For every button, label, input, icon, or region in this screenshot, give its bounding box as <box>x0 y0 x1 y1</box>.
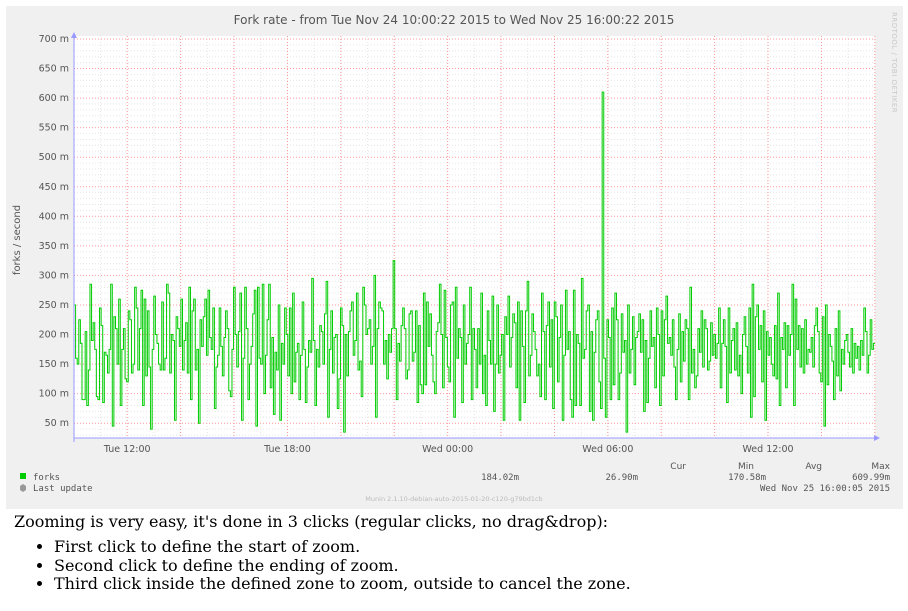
y-tick-label: 250 m <box>39 300 69 311</box>
axes <box>71 32 880 442</box>
y-tick-label: 450 m <box>39 182 69 193</box>
zoom-step-1: First click to define the start of zoom. <box>54 537 904 557</box>
forks-legend-label: forks <box>33 473 60 483</box>
y-tick-label: 400 m <box>39 211 69 222</box>
y-tick-labels: 50 m 100 m 150 m 200 m 250 m 300 m 350 m 400 m 4… <box>39 34 69 429</box>
x-tick-label: Tue 12:00 <box>103 444 151 455</box>
last-update-label: Last update <box>33 484 93 494</box>
zoom-step-3: Third click inside the defined zone to z… <box>54 574 904 594</box>
legend-header-min: Min <box>738 462 754 472</box>
major-grid <box>74 36 876 438</box>
legend-header-cur: Cur <box>670 462 686 472</box>
forks-min-value: 26.90m <box>605 473 638 483</box>
y-tick-label: 300 m <box>39 270 69 281</box>
y-tick-label: 650 m <box>39 64 69 75</box>
munin-version-footer: Munin 2.1.10-debian-auto-2015-01-20-c120… <box>365 495 542 503</box>
x-tick-label: Wed 06:00 <box>582 444 633 455</box>
zoom-intro: Zooming is very easy, it's done in 3 cli… <box>14 512 609 531</box>
legend-header-max: Max <box>871 462 890 472</box>
y-tick-label: 50 m <box>45 418 69 429</box>
y-tick-label: 350 m <box>39 241 69 252</box>
forks-series-line <box>74 91 875 433</box>
y-tick-label: 550 m <box>39 123 69 134</box>
y-tick-label: 500 m <box>39 152 69 163</box>
zoom-step-2: Second click to define the ending of zoo… <box>54 556 904 576</box>
chart-title: Fork rate - from Tue Nov 24 10:00:22 201… <box>234 13 675 27</box>
x-tick-label: Wed 00:00 <box>422 444 473 455</box>
x-tick-labels: Tue 12:00 Tue 18:00 Wed 00:00 Wed 06:00 Wed … <box>103 444 794 455</box>
forks-cur-value: 184.02m <box>481 473 519 483</box>
y-tick-label: 200 m <box>39 330 69 341</box>
last-update-icon <box>20 484 26 492</box>
x-tick-label: Wed 12:00 <box>742 444 793 455</box>
y-tick-label: 100 m <box>39 389 69 400</box>
fork-rate-chart[interactable]: Fork rate - from Tue Nov 24 10:00:22 201… <box>6 6 903 509</box>
graph-panel[interactable]: Fork rate - from Tue Nov 24 10:00:22 201… <box>6 6 903 509</box>
legend-header-avg: Avg <box>805 462 822 472</box>
forks-avg-value: 170.58m <box>728 473 766 483</box>
x-tick-label: Tue 18:00 <box>263 444 311 455</box>
rrdtool-watermark: RRDTOOL / TOBI OETIKER <box>890 12 898 113</box>
forks-legend-swatch <box>20 473 26 479</box>
legend: Cur Min Avg Max forks 184.02m 26.90m 170… <box>20 462 891 494</box>
y-axis-label: forks / second <box>12 205 23 275</box>
last-update-value: Wed Nov 25 16:00:05 2015 <box>760 484 890 494</box>
forks-max-value: 609.99m <box>852 473 890 483</box>
zoom-instructions: Zooming is very easy, it's done in 3 cli… <box>14 512 904 594</box>
y-tick-label: 700 m <box>39 34 69 45</box>
y-tick-label: 600 m <box>39 93 69 104</box>
zoom-steps-list: First click to define the start of zoom.… <box>14 537 904 594</box>
y-tick-label: 150 m <box>39 359 69 370</box>
